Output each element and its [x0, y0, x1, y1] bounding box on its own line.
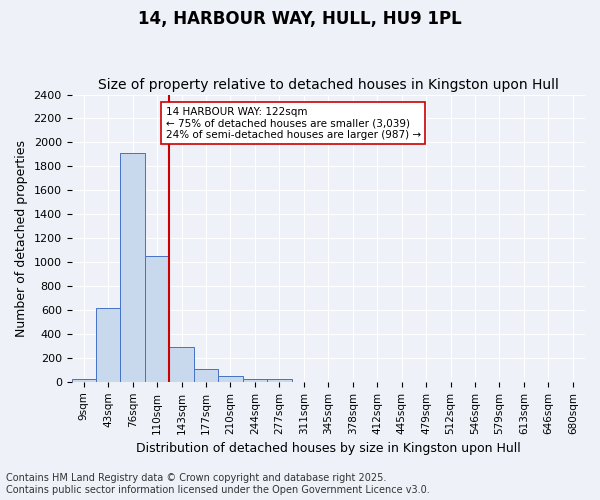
- Bar: [96, 308, 121, 382]
- Bar: [71, 380, 96, 382]
- Bar: [218, 376, 242, 382]
- Bar: [267, 380, 292, 382]
- Title: Size of property relative to detached houses in Kingston upon Hull: Size of property relative to detached ho…: [98, 78, 559, 92]
- Bar: [121, 153, 145, 382]
- Y-axis label: Number of detached properties: Number of detached properties: [15, 140, 28, 336]
- Bar: [242, 379, 267, 382]
- Text: Contains HM Land Registry data © Crown copyright and database right 2025.
Contai: Contains HM Land Registry data © Crown c…: [6, 474, 430, 495]
- X-axis label: Distribution of detached houses by size in Kingston upon Hull: Distribution of detached houses by size …: [136, 442, 521, 455]
- Bar: [194, 368, 218, 382]
- Text: 14, HARBOUR WAY, HULL, HU9 1PL: 14, HARBOUR WAY, HULL, HU9 1PL: [138, 10, 462, 28]
- Bar: [169, 347, 194, 382]
- Text: 14 HARBOUR WAY: 122sqm
← 75% of detached houses are smaller (3,039)
24% of semi-: 14 HARBOUR WAY: 122sqm ← 75% of detached…: [166, 106, 421, 140]
- Bar: [145, 256, 169, 382]
